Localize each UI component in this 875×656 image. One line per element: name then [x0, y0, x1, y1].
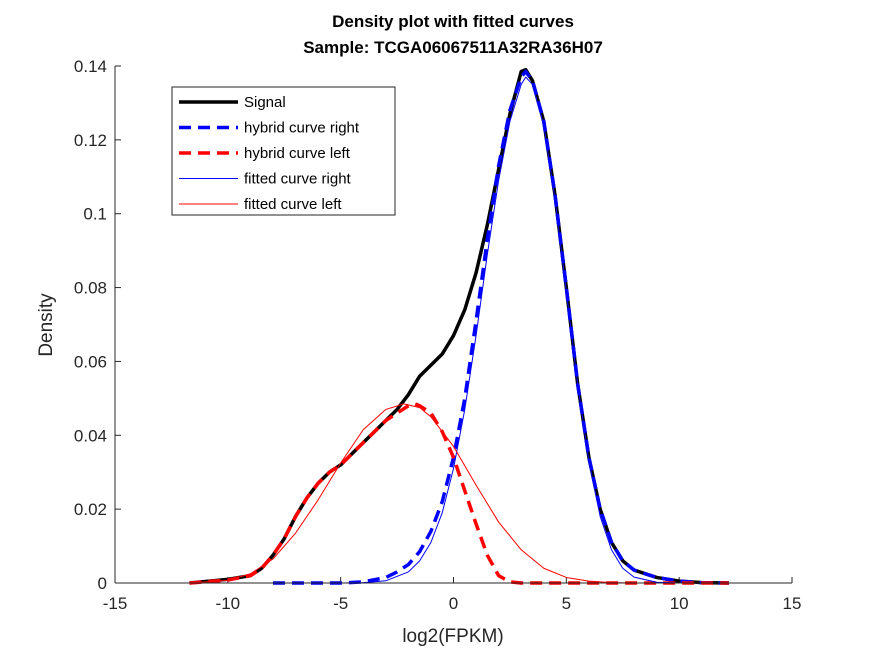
x-tick-label: 5 [562, 594, 571, 613]
legend-label: fitted curve right [244, 171, 352, 188]
x-tick-label: 0 [449, 594, 458, 613]
y-tick-label: 0.14 [74, 57, 107, 76]
x-tick-label: -15 [103, 594, 128, 613]
x-tick-label: -10 [216, 594, 241, 613]
x-tick-label: 10 [670, 594, 689, 613]
legend-box [171, 86, 396, 216]
x-axis: -15 -10 -5 0 5 10 15 [103, 577, 802, 613]
y-axis-label: Density [36, 293, 57, 357]
series-line-hybrid-curve-right [272, 69, 729, 585]
legend-label: Signal [244, 94, 286, 111]
y-tick-label: 0.1 [83, 205, 107, 224]
legend-label: hybrid curve left [244, 145, 351, 162]
legend: Signal hybrid curve right hybrid curve lef… [171, 86, 396, 216]
y-tick-label: 0.04 [74, 426, 107, 445]
y-tick-label: 0.08 [74, 279, 107, 298]
x-tick-label: -5 [333, 594, 348, 613]
y-tick-label: 0.02 [74, 500, 107, 519]
legend-label: fitted curve left [244, 196, 342, 213]
y-tick-label: 0.12 [74, 131, 107, 150]
y-tick-label: 0 [98, 574, 107, 593]
x-tick-label: 15 [783, 594, 802, 613]
series-line-hybrid-curve-left [189, 402, 729, 585]
series-line-fitted-curve-left [189, 403, 729, 584]
series-line-fitted-curve-right [272, 76, 729, 584]
chart-title: Density plot with fitted curves [332, 12, 574, 31]
chart-subtitle: Sample: TCGA06067511A32RA36H07 [303, 38, 603, 57]
x-axis-label: log2(FPKM) [402, 626, 503, 647]
series-layer [189, 67, 729, 585]
y-tick-label: 0.06 [74, 352, 107, 371]
legend-label: hybrid curve right [244, 120, 360, 137]
